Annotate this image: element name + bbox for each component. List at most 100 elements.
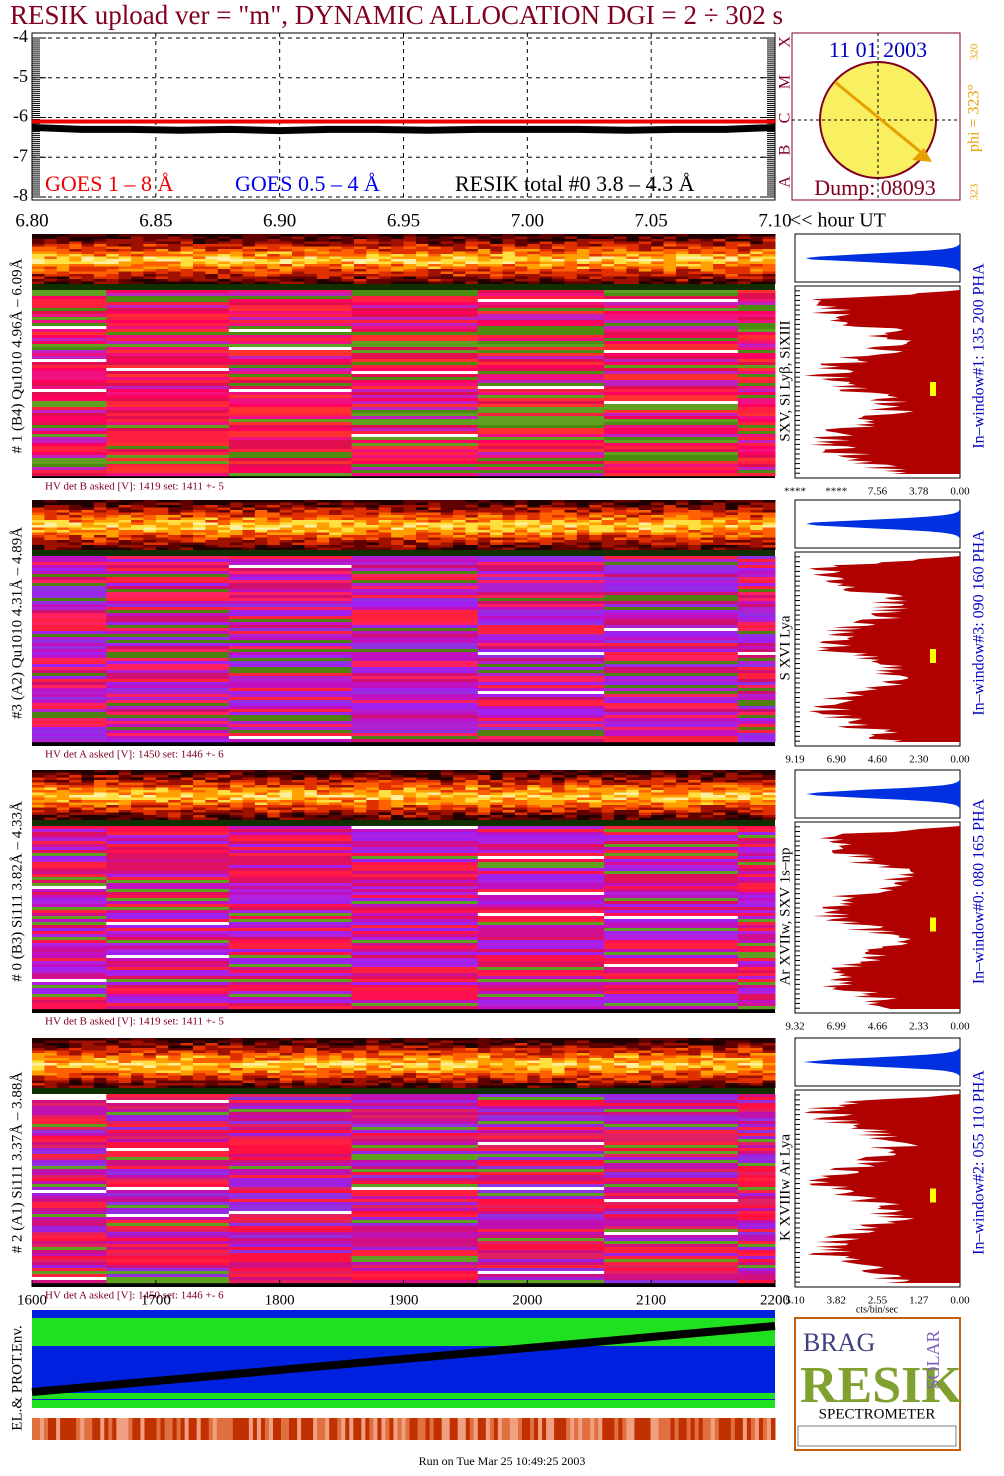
spectrogram-cell xyxy=(614,512,627,516)
spectrogram-cell xyxy=(378,517,392,521)
spectrogram-cell xyxy=(292,792,305,796)
spectrogram-cell xyxy=(762,527,776,531)
spectrogram-row xyxy=(32,625,107,629)
spectrogram-cell xyxy=(638,239,652,242)
spectrogram-cell xyxy=(242,249,256,252)
spectrogram-cell xyxy=(81,790,95,793)
spectrogram-cell xyxy=(675,234,689,237)
spectrogram-row xyxy=(604,715,739,719)
spectrogram-cell xyxy=(465,530,479,533)
spectrogram-row xyxy=(477,323,605,327)
spectrogram-row xyxy=(351,443,479,447)
spectrogram-row xyxy=(351,383,479,387)
spectrogram-cell xyxy=(267,770,281,773)
spectrogram-cell xyxy=(713,520,726,523)
spectrogram-cell xyxy=(93,532,107,536)
spectrogram-cell xyxy=(304,269,318,272)
spectrogram-cell xyxy=(403,795,417,798)
spectrogram-cell xyxy=(254,251,268,255)
spectrogram-cell xyxy=(564,261,578,265)
spectrogram-cell xyxy=(415,266,429,270)
spectrogram-row xyxy=(737,739,776,743)
spectrogram-cell xyxy=(81,770,95,773)
spectrogram-cell xyxy=(254,515,268,518)
spectrogram-cell xyxy=(143,790,157,793)
spectrogram-cell xyxy=(403,244,417,247)
spectrogram-cell xyxy=(502,782,516,786)
spectrogram-cell xyxy=(440,792,454,796)
spectrogram-cell xyxy=(762,254,776,257)
spectrogram-cell xyxy=(601,785,615,788)
spectrogram-cell xyxy=(713,810,726,813)
spectrogram-cell xyxy=(329,254,343,257)
spectrogram-row xyxy=(477,625,605,629)
spectrogram-cell xyxy=(341,807,355,811)
spectrogram-cell xyxy=(626,535,640,538)
spectrogram-row xyxy=(477,715,605,719)
spectrogram-cell xyxy=(329,502,343,506)
spectrogram-cell xyxy=(93,540,107,543)
spectrogram-cell xyxy=(688,279,702,282)
spectrogram-cell xyxy=(762,249,776,252)
spectrogram-row xyxy=(604,733,739,737)
spectrogram-cell xyxy=(168,785,182,788)
spectrogram-cell xyxy=(205,505,219,508)
spectrogram-cell xyxy=(93,782,107,786)
spectrogram-cell xyxy=(601,540,615,543)
spectrogram-cell xyxy=(514,512,528,516)
spectrogram-cell xyxy=(106,772,120,776)
spectrogram-cell xyxy=(428,510,442,513)
spectrogram-cell xyxy=(192,254,206,257)
spectrogram-cell xyxy=(267,512,281,516)
spectrogram-cell xyxy=(56,797,70,801)
spectrogram-cell xyxy=(725,797,739,801)
spectrogram-cell xyxy=(378,244,392,247)
spectrogram-cell xyxy=(601,532,615,536)
spectrogram-cell xyxy=(267,525,281,528)
spectrogram-cell xyxy=(267,787,281,791)
spectrogram-cell xyxy=(341,274,355,277)
spectrogram-row xyxy=(106,353,230,357)
spectrogram-cell xyxy=(230,254,244,257)
spectrogram-cell xyxy=(131,785,144,788)
spectrogram-cell xyxy=(440,522,454,526)
spectrogram-cell xyxy=(329,249,343,252)
spectrogram-cell xyxy=(69,510,83,513)
spectrogram-cell xyxy=(576,775,590,778)
spectrogram-row xyxy=(477,404,605,408)
spectrogram-cell xyxy=(205,517,219,521)
spectrogram-cell xyxy=(490,775,504,778)
spectrogram-row xyxy=(32,359,107,363)
spectrogram-cell xyxy=(329,785,343,788)
spectrogram-row xyxy=(351,395,479,399)
spectrogram-cell xyxy=(180,797,194,801)
spectrogram-cell xyxy=(69,817,83,821)
spectrogram-cell xyxy=(725,510,739,513)
spectrogram-cell xyxy=(576,236,590,240)
spectrogram-cell xyxy=(415,515,429,518)
spectrogram-cell xyxy=(168,787,182,791)
spectrogram-cell xyxy=(663,532,677,536)
spectrogram-cell xyxy=(192,505,206,508)
spectrogram-cell xyxy=(378,522,392,526)
spectrogram-row xyxy=(351,835,479,839)
spectrogram-cell xyxy=(118,802,132,806)
spectrogram-row xyxy=(32,841,107,845)
spectrogram-cell xyxy=(143,787,157,791)
spectrogram-cell xyxy=(32,545,45,548)
spectrogram-row xyxy=(737,718,776,722)
spectrogram-cell xyxy=(192,269,206,272)
spectrogram-cell xyxy=(428,807,442,811)
spectrogram-cell xyxy=(601,812,615,816)
spectrogram-row xyxy=(106,347,230,351)
spectrogram-cell xyxy=(589,817,603,821)
spectrogram-row xyxy=(106,559,230,563)
spectrogram-cell xyxy=(688,522,702,526)
spectrogram-cell xyxy=(527,792,541,796)
spectrogram-cell xyxy=(614,812,627,816)
spectrogram-cell xyxy=(254,770,268,773)
spectrogram-cell xyxy=(143,817,157,821)
spectrogram-cell xyxy=(69,266,83,270)
spectrogram-cell xyxy=(601,777,615,781)
spectrogram-cell xyxy=(143,812,157,816)
